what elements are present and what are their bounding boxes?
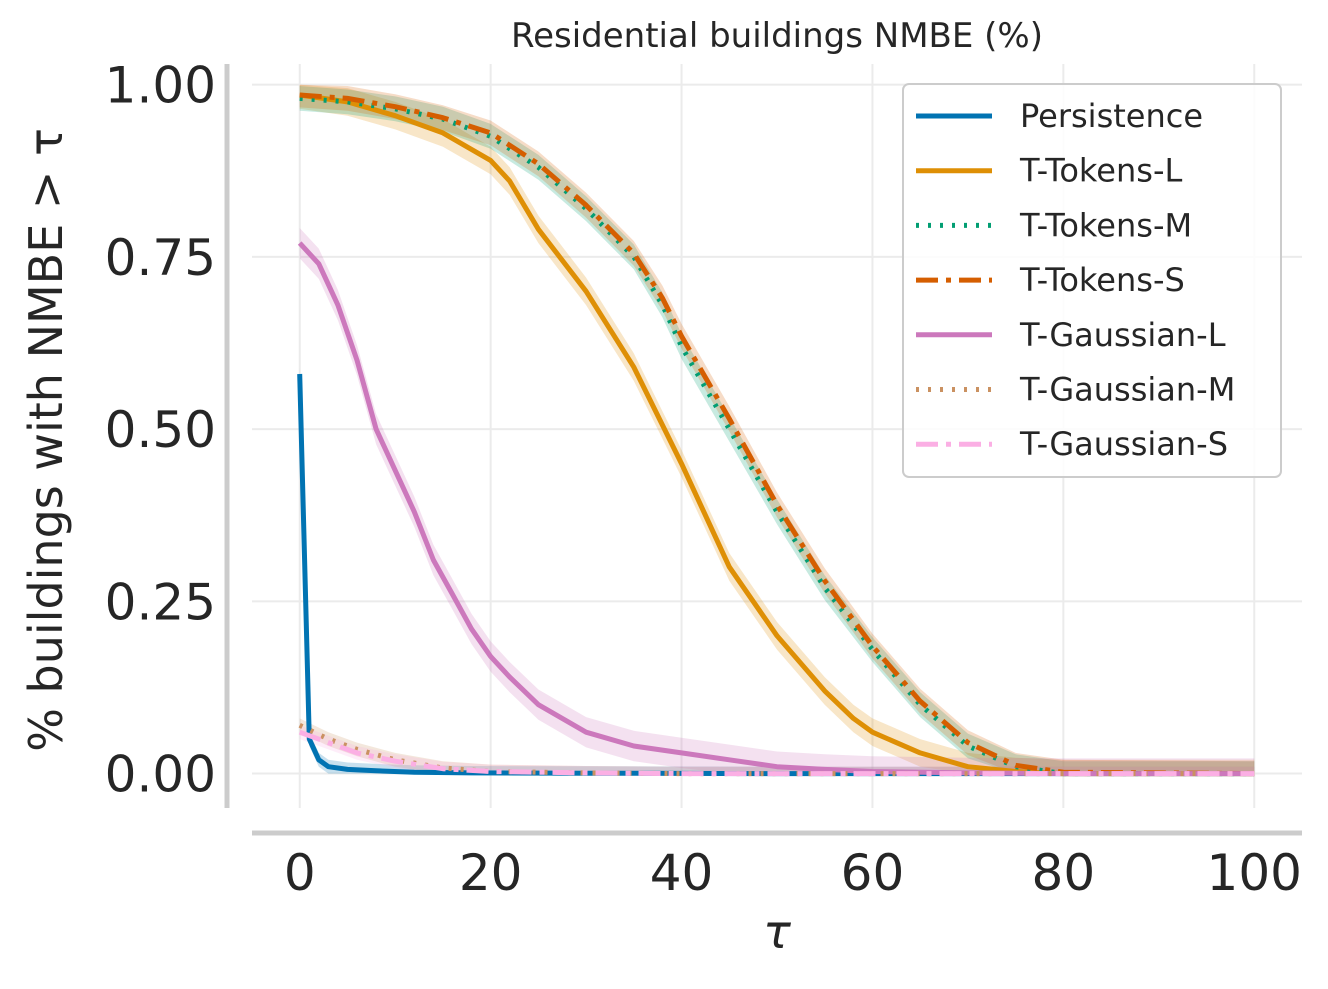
y-tick-label: 0.25 [105,573,216,631]
y-tick-label: 0.00 [105,746,216,804]
y-tick-label: 0.75 [105,229,216,287]
series-line-t-tokens-s [299,92,1255,777]
legend-label-persistence: Persistence [1020,97,1203,135]
band-t-gaussian-m [299,718,1255,774]
x-axis-label: τ [763,905,791,959]
legend-label-t-gaussian-l: T-Gaussian-L [1019,316,1226,354]
legend-label-t-gaussian-s: T-Gaussian-S [1019,425,1228,463]
y-tick-label: 1.00 [105,57,216,115]
band-t-gaussian-s [299,725,1255,774]
x-tick-label: 20 [459,844,523,902]
series-line-t-tokens-l [299,92,1255,777]
x-tick-labels: 0 20 40 60 80 100 [284,844,1302,902]
series-line-t-gaussian-l [297,241,1255,777]
chart-title: Residential buildings NMBE (%) [511,16,1043,56]
y-axis-label: % buildings with NMBE > τ [19,128,73,752]
x-tick-label: 0 [284,844,316,902]
x-tick-label: 80 [1032,844,1096,902]
series-line-t-gaussian-s [298,729,1255,777]
x-tick-label: 40 [650,844,714,902]
y-tick-labels: 0.00 0.25 0.50 0.75 1.00 [105,57,216,804]
y-tick-label: 0.50 [105,401,216,459]
series-lines [297,92,1255,777]
x-tick-label: 60 [841,844,905,902]
x-tick-label: 100 [1207,844,1302,902]
legend: Persistence T-Tokens-L T-Tokens-M T-Tokens-… [902,83,1282,478]
legend-label-t-tokens-s: T-Tokens-S [1019,261,1185,299]
legend-label-t-tokens-m: T-Tokens-M [1019,206,1192,244]
legend-label-t-gaussian-m: T-Gaussian-M [1019,371,1235,409]
legend-label-t-tokens-l: T-Tokens-L [1019,152,1182,190]
legend-box [902,83,1282,478]
